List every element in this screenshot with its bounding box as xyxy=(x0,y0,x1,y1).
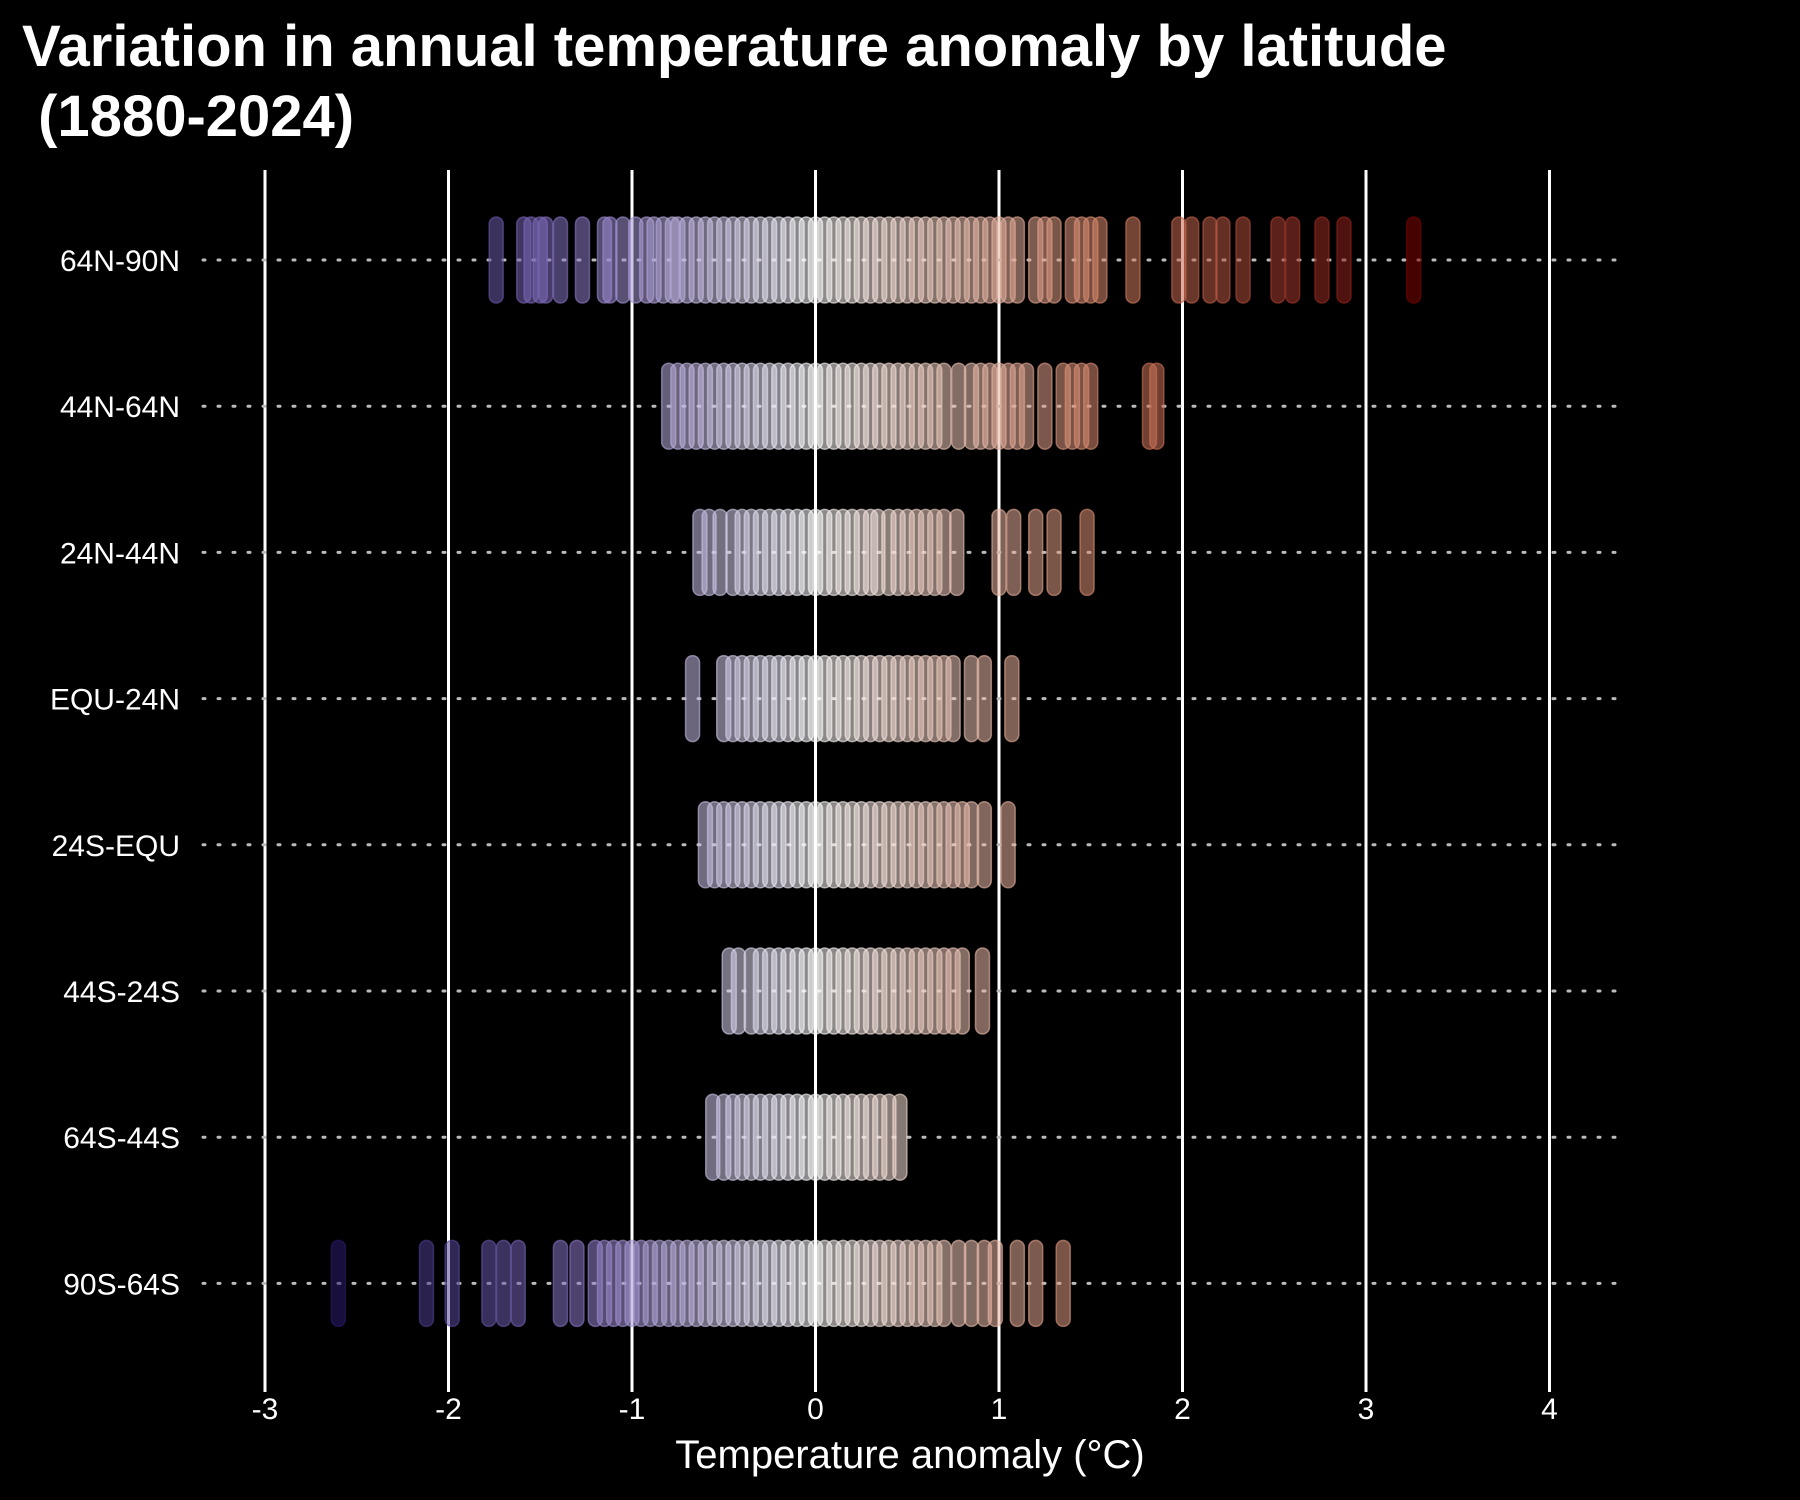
strip-mark xyxy=(954,947,971,1035)
mark-layer xyxy=(330,216,1422,1328)
y-tick-label: 64N-90N xyxy=(60,245,180,278)
strip-mark xyxy=(510,1239,526,1328)
strip-mark xyxy=(1149,362,1165,450)
strip-mark xyxy=(950,362,967,450)
x-tick-label: -2 xyxy=(435,1393,462,1426)
strip-mark xyxy=(1125,216,1141,304)
strip-mark xyxy=(1046,508,1062,597)
strip-mark xyxy=(1046,216,1062,304)
strip-mark xyxy=(1009,216,1026,304)
strip-mark xyxy=(974,947,991,1035)
strip-mark xyxy=(1092,216,1108,304)
strip-mark xyxy=(1171,216,1187,304)
strip-mark xyxy=(444,1239,460,1328)
strip-mark xyxy=(1314,216,1330,304)
strip-mark xyxy=(1000,801,1016,889)
strip-mark xyxy=(945,654,961,743)
x-tick-label: 3 xyxy=(1358,1393,1375,1426)
strip-mark xyxy=(949,508,965,597)
y-tick-label: 24S-EQU xyxy=(52,830,180,863)
y-tick-label: 64S-44S xyxy=(63,1122,180,1155)
y-tick-label: EQU-24N xyxy=(50,684,180,717)
strip-mark xyxy=(1004,654,1020,743)
strip-mark xyxy=(1202,216,1218,304)
y-tick-label: 90S-64S xyxy=(63,1268,180,1301)
strip-mark xyxy=(602,216,618,304)
strip-mark xyxy=(1009,1239,1026,1328)
strip-mark xyxy=(1215,216,1231,304)
strip-mark xyxy=(552,1239,569,1328)
strip-mark xyxy=(1027,508,1044,597)
strip-mark xyxy=(330,1239,347,1328)
strip-mark xyxy=(936,1239,952,1328)
strip-mark xyxy=(950,1239,967,1328)
strip-mark xyxy=(963,801,980,889)
strip-mark xyxy=(684,654,701,743)
strip-mark xyxy=(552,216,569,304)
y-tick-label: 44N-64N xyxy=(60,391,180,424)
strip-mark xyxy=(574,216,591,304)
strip-mark xyxy=(481,1239,497,1328)
strip-mark xyxy=(538,216,554,304)
strip-mark xyxy=(1235,216,1251,304)
strip-mark xyxy=(1270,216,1286,304)
strip-mark xyxy=(712,508,728,597)
strip-mark xyxy=(1079,508,1095,597)
strip-mark xyxy=(730,947,747,1035)
strip-mark xyxy=(1005,508,1022,597)
strip-mark xyxy=(1405,216,1422,304)
strip-mark xyxy=(1037,362,1053,450)
x-tick-label: 4 xyxy=(1541,1393,1558,1426)
strip-mark xyxy=(488,216,504,304)
strip-mark xyxy=(569,1239,585,1328)
x-tick-label: -3 xyxy=(252,1393,279,1426)
x-tick-label: 2 xyxy=(1174,1393,1191,1426)
strip-mark xyxy=(495,1239,512,1328)
x-tick-label: 0 xyxy=(807,1393,824,1426)
strip-mark xyxy=(963,1239,980,1328)
axis-layer: -3 -2 -1 0 1 2 3 4 64N-90N 44N-64N 24N-44N EQU-24N 2… xyxy=(50,245,1558,1426)
strip-mark xyxy=(936,362,952,450)
grid-layer xyxy=(263,170,1551,1392)
y-tick-label: 24N-44N xyxy=(60,537,180,570)
strip-mark xyxy=(1055,1239,1071,1328)
strip-mark xyxy=(976,654,993,743)
x-tick-label: -1 xyxy=(619,1393,646,1426)
strip-mark xyxy=(892,1093,908,1181)
strip-mark xyxy=(1183,216,1200,304)
strip-mark xyxy=(936,508,952,597)
strip-mark xyxy=(987,1239,1004,1328)
strip-mark xyxy=(615,216,631,304)
y-tick-label: 44S-24S xyxy=(63,976,180,1009)
strip-mark xyxy=(1336,216,1352,304)
chart-title: Variation in annual temperature anomaly … xyxy=(22,14,1447,149)
strip-mark xyxy=(1018,362,1035,450)
strip-mark xyxy=(1284,216,1301,304)
strip-mark xyxy=(963,654,980,743)
strip-mark xyxy=(418,1239,435,1328)
strip-mark xyxy=(976,801,993,889)
strip-mark xyxy=(1083,362,1099,450)
x-axis-title: Temperature anomaly (°C) xyxy=(675,1433,1145,1477)
strip-mark xyxy=(991,508,1007,597)
x-tick-label: 1 xyxy=(991,1393,1008,1426)
strip-mark xyxy=(1027,1239,1044,1328)
